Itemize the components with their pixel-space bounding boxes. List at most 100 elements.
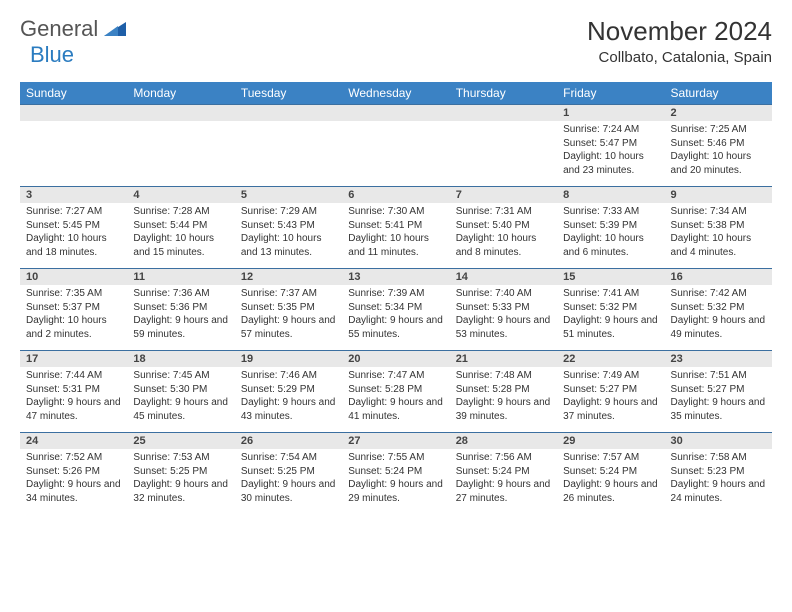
month-title: November 2024 (587, 16, 772, 47)
sunset-text: Sunset: 5:36 PM (133, 301, 228, 315)
day-details: Sunrise: 7:33 AMSunset: 5:39 PMDaylight:… (557, 203, 664, 263)
day-number: 26 (235, 433, 342, 449)
daylight-text: Daylight: 10 hours and 15 minutes. (133, 232, 228, 259)
calendar-cell: 21Sunrise: 7:48 AMSunset: 5:28 PMDayligh… (450, 351, 557, 433)
day-number: 28 (450, 433, 557, 449)
day-details: Sunrise: 7:29 AMSunset: 5:43 PMDaylight:… (235, 203, 342, 263)
day-details: Sunrise: 7:31 AMSunset: 5:40 PMDaylight:… (450, 203, 557, 263)
sunrise-text: Sunrise: 7:57 AM (563, 451, 658, 465)
sunset-text: Sunset: 5:44 PM (133, 219, 228, 233)
day-number: 14 (450, 269, 557, 285)
sunset-text: Sunset: 5:25 PM (241, 465, 336, 479)
sunset-text: Sunset: 5:45 PM (26, 219, 121, 233)
sunrise-text: Sunrise: 7:52 AM (26, 451, 121, 465)
day-details: Sunrise: 7:30 AMSunset: 5:41 PMDaylight:… (342, 203, 449, 263)
calendar-cell: 4Sunrise: 7:28 AMSunset: 5:44 PMDaylight… (127, 187, 234, 269)
sunrise-text: Sunrise: 7:30 AM (348, 205, 443, 219)
day-number: 27 (342, 433, 449, 449)
day-header: Saturday (665, 82, 772, 105)
daylight-text: Daylight: 9 hours and 32 minutes. (133, 478, 228, 505)
sunrise-text: Sunrise: 7:48 AM (456, 369, 551, 383)
day-details: Sunrise: 7:40 AMSunset: 5:33 PMDaylight:… (450, 285, 557, 345)
sunrise-text: Sunrise: 7:34 AM (671, 205, 766, 219)
logo-word-2: Blue (30, 42, 74, 68)
sunrise-text: Sunrise: 7:33 AM (563, 205, 658, 219)
daylight-text: Daylight: 9 hours and 29 minutes. (348, 478, 443, 505)
calendar-cell: 20Sunrise: 7:47 AMSunset: 5:28 PMDayligh… (342, 351, 449, 433)
daylight-text: Daylight: 9 hours and 30 minutes. (241, 478, 336, 505)
calendar-cell: 24Sunrise: 7:52 AMSunset: 5:26 PMDayligh… (20, 433, 127, 515)
sunset-text: Sunset: 5:47 PM (563, 137, 658, 151)
daylight-text: Daylight: 9 hours and 59 minutes. (133, 314, 228, 341)
sunset-text: Sunset: 5:43 PM (241, 219, 336, 233)
sunrise-text: Sunrise: 7:49 AM (563, 369, 658, 383)
sunrise-text: Sunrise: 7:53 AM (133, 451, 228, 465)
day-number: 12 (235, 269, 342, 285)
day-number: 22 (557, 351, 664, 367)
day-header: Tuesday (235, 82, 342, 105)
day-header: Thursday (450, 82, 557, 105)
sunset-text: Sunset: 5:38 PM (671, 219, 766, 233)
calendar-cell: 16Sunrise: 7:42 AMSunset: 5:32 PMDayligh… (665, 269, 772, 351)
sunrise-text: Sunrise: 7:36 AM (133, 287, 228, 301)
day-number: 16 (665, 269, 772, 285)
daylight-text: Daylight: 10 hours and 2 minutes. (26, 314, 121, 341)
calendar-week-row: 24Sunrise: 7:52 AMSunset: 5:26 PMDayligh… (20, 433, 772, 515)
sunset-text: Sunset: 5:40 PM (456, 219, 551, 233)
sunset-text: Sunset: 5:34 PM (348, 301, 443, 315)
sunrise-text: Sunrise: 7:35 AM (26, 287, 121, 301)
daylight-text: Daylight: 10 hours and 18 minutes. (26, 232, 121, 259)
daylight-text: Daylight: 9 hours and 26 minutes. (563, 478, 658, 505)
daylight-text: Daylight: 9 hours and 24 minutes. (671, 478, 766, 505)
sunrise-text: Sunrise: 7:41 AM (563, 287, 658, 301)
day-details: Sunrise: 7:52 AMSunset: 5:26 PMDaylight:… (20, 449, 127, 509)
daylight-text: Daylight: 10 hours and 20 minutes. (671, 150, 766, 177)
day-number: 1 (557, 105, 664, 121)
day-details (235, 121, 342, 171)
sunset-text: Sunset: 5:33 PM (456, 301, 551, 315)
day-number: 17 (20, 351, 127, 367)
calendar-cell: 29Sunrise: 7:57 AMSunset: 5:24 PMDayligh… (557, 433, 664, 515)
day-details: Sunrise: 7:56 AMSunset: 5:24 PMDaylight:… (450, 449, 557, 509)
calendar-cell (342, 105, 449, 187)
day-details: Sunrise: 7:24 AMSunset: 5:47 PMDaylight:… (557, 121, 664, 181)
day-number: 24 (20, 433, 127, 449)
day-number: 11 (127, 269, 234, 285)
calendar-cell: 22Sunrise: 7:49 AMSunset: 5:27 PMDayligh… (557, 351, 664, 433)
calendar-cell: 26 Sunrise: 7:54 AMSunset: 5:25 PMDayligh… (235, 433, 342, 515)
daylight-text: Daylight: 9 hours and 57 minutes. (241, 314, 336, 341)
day-details (342, 121, 449, 171)
location: Collbato, Catalonia, Spain (587, 49, 772, 66)
sunrise-text: Sunrise: 7:37 AM (241, 287, 336, 301)
day-details: Sunrise: 7:27 AMSunset: 5:45 PMDaylight:… (20, 203, 127, 263)
daylight-text: Daylight: 10 hours and 8 minutes. (456, 232, 551, 259)
day-number (342, 105, 449, 121)
sunrise-text: Sunrise: 7:24 AM (563, 123, 658, 137)
calendar-cell (20, 105, 127, 187)
sunset-text: Sunset: 5:27 PM (671, 383, 766, 397)
sunrise-text: Sunrise: 7:42 AM (671, 287, 766, 301)
sunset-text: Sunset: 5:28 PM (456, 383, 551, 397)
day-details: Sunrise: 7:47 AMSunset: 5:28 PMDaylight:… (342, 367, 449, 427)
calendar-cell: 12Sunrise: 7:37 AMSunset: 5:35 PMDayligh… (235, 269, 342, 351)
sunrise-text: Sunrise: 7:31 AM (456, 205, 551, 219)
day-details: Sunrise: 7:42 AMSunset: 5:32 PMDaylight:… (665, 285, 772, 345)
day-number: 4 (127, 187, 234, 203)
day-details: Sunrise: 7:49 AMSunset: 5:27 PMDaylight:… (557, 367, 664, 427)
calendar-page: General November 2024 Collbato, Cataloni… (0, 0, 792, 531)
day-details: Sunrise: 7:44 AMSunset: 5:31 PMDaylight:… (20, 367, 127, 427)
sunrise-text: Sunrise: 7:27 AM (26, 205, 121, 219)
calendar-cell: 9Sunrise: 7:34 AMSunset: 5:38 PMDaylight… (665, 187, 772, 269)
day-details: Sunrise: 7:39 AMSunset: 5:34 PMDaylight:… (342, 285, 449, 345)
calendar-cell (450, 105, 557, 187)
sunrise-text: Sunrise: 7:25 AM (671, 123, 766, 137)
day-header: Friday (557, 82, 664, 105)
day-number: 30 (665, 433, 772, 449)
sunrise-text: Sunrise: 7:44 AM (26, 369, 121, 383)
sunrise-text: Sunrise: 7:54 AM (241, 451, 336, 465)
calendar-cell: 3Sunrise: 7:27 AMSunset: 5:45 PMDaylight… (20, 187, 127, 269)
calendar-cell (127, 105, 234, 187)
daylight-text: Daylight: 10 hours and 23 minutes. (563, 150, 658, 177)
calendar-header-row: Sunday Monday Tuesday Wednesday Thursday… (20, 82, 772, 105)
day-header: Monday (127, 82, 234, 105)
